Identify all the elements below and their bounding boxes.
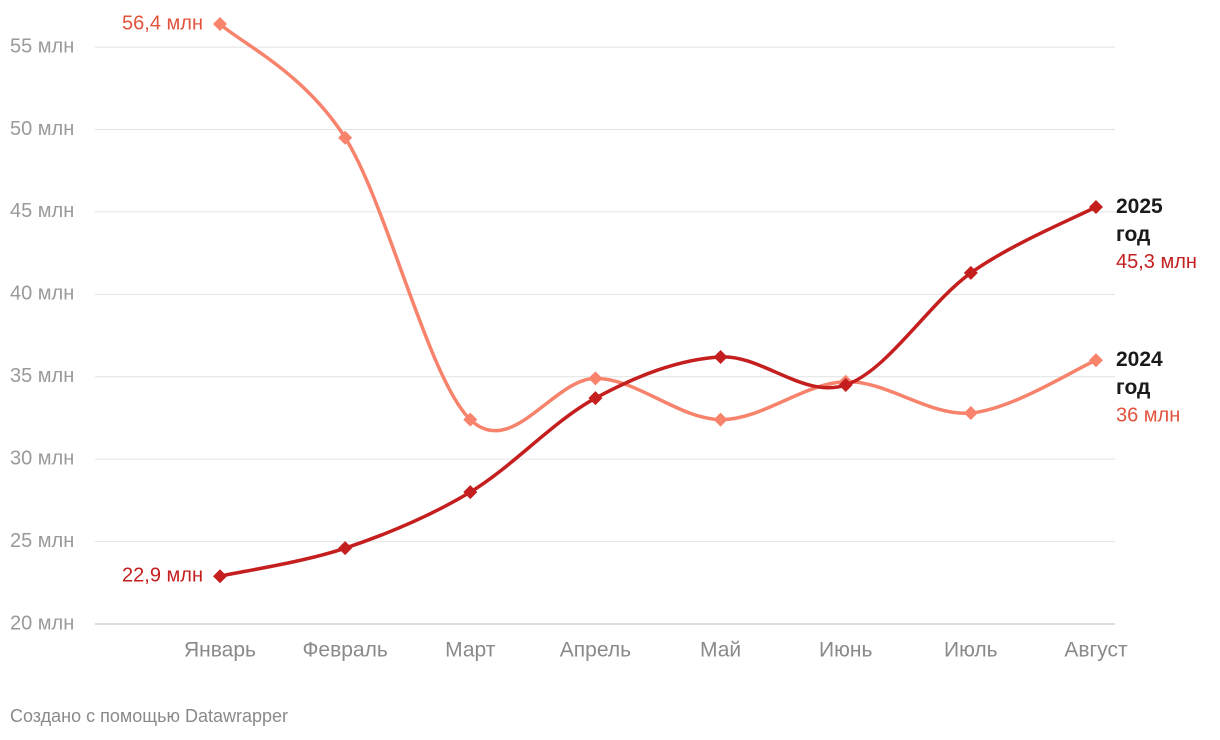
x-tick-label: Май	[700, 639, 741, 662]
marker	[1088, 199, 1103, 214]
x-tick-label: Январь	[184, 639, 256, 662]
x-tick-label: Июль	[944, 639, 998, 662]
marker	[713, 349, 728, 364]
marker	[838, 377, 853, 392]
y-tick-label: 30 млн	[10, 447, 74, 469]
value-label: 45,3 млн	[1116, 251, 1197, 273]
y-tick-label: 35 млн	[10, 365, 74, 387]
value-label: 36 млн	[1116, 405, 1180, 427]
marker	[588, 371, 603, 386]
marker	[588, 391, 603, 406]
marker	[463, 412, 478, 427]
marker	[713, 412, 728, 427]
value-label: 22,9 млн	[122, 564, 203, 586]
y-tick-label: 25 млн	[10, 530, 74, 552]
marker	[963, 265, 978, 280]
x-tick-label: Февраль	[302, 639, 387, 662]
marker	[963, 406, 978, 421]
marker	[1088, 353, 1103, 368]
x-tick-label: Август	[1064, 639, 1128, 662]
y-tick-label: 45 млн	[10, 200, 74, 222]
x-tick-label: Март	[445, 639, 496, 662]
series-label: 2025 год	[1116, 194, 1163, 246]
y-tick-label: 40 млн	[10, 283, 74, 305]
marker	[338, 130, 353, 145]
line	[218, 22, 1097, 433]
marker	[213, 17, 227, 31]
marker	[463, 485, 478, 500]
marker	[213, 569, 227, 584]
x-tick-label: Июнь	[819, 639, 872, 662]
x-tick-label: Апрель	[560, 639, 631, 662]
marker	[338, 541, 353, 556]
line	[219, 205, 1097, 578]
y-tick-label: 20 млн	[10, 612, 74, 634]
series-label: 2024 год	[1116, 348, 1163, 400]
y-tick-label: 55 млн	[10, 35, 74, 57]
y-tick-label: 50 млн	[10, 118, 74, 140]
value-label: 56,4 млн	[122, 12, 203, 34]
credit: Создано с помощью Datawrapper	[10, 706, 288, 726]
